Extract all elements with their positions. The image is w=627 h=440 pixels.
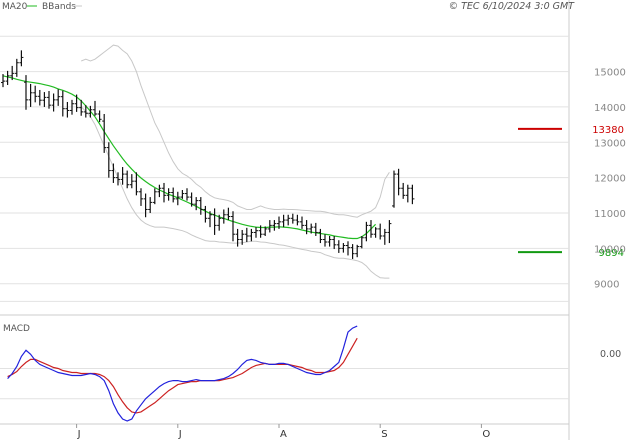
price-ytick-label: 11000 bbox=[594, 209, 626, 220]
x-tick-label: J bbox=[178, 429, 182, 440]
macd-ytick-label: 0.00 bbox=[600, 349, 621, 360]
copyright-notice: © TEC 6/10/2024 3:0 GMT bbox=[449, 1, 576, 12]
price-ytick-label: 15000 bbox=[594, 68, 626, 79]
price-levels: 13380 9894 bbox=[518, 125, 624, 259]
legend-ma20: MA20 bbox=[2, 2, 28, 12]
x-tick-label: J bbox=[77, 429, 81, 440]
bbands-series bbox=[80, 44, 390, 279]
bbands-line bbox=[81, 44, 390, 218]
ma20-line bbox=[2, 75, 377, 240]
x-tick-label: S bbox=[381, 429, 387, 440]
macd-panel-label: MACD bbox=[3, 324, 30, 334]
x-tick-label: O bbox=[482, 429, 490, 440]
x-tick-label: A bbox=[280, 429, 287, 440]
price-ytick-label: 13000 bbox=[594, 138, 626, 149]
price-ytick-label: 9000 bbox=[594, 280, 619, 291]
macd-grid bbox=[0, 367, 569, 400]
bbands-line bbox=[80, 106, 390, 279]
price-bars bbox=[1, 50, 415, 259]
price-ytick-label: 14000 bbox=[594, 103, 626, 114]
y-axis-ticks: 9000 10000 11000 12000 13000 14000 15000 bbox=[594, 68, 626, 291]
price-ytick-label: 12000 bbox=[594, 174, 626, 185]
macd-series bbox=[7, 325, 358, 422]
resistance-label: 13380 bbox=[592, 125, 624, 136]
price-ytick-label: 10000 bbox=[594, 244, 626, 255]
legend-bbands: BBands bbox=[42, 2, 76, 12]
support-label: 9894 bbox=[599, 248, 624, 259]
macd-line bbox=[7, 325, 358, 422]
macd-signal-line bbox=[7, 337, 358, 414]
ma20-series bbox=[2, 75, 377, 240]
